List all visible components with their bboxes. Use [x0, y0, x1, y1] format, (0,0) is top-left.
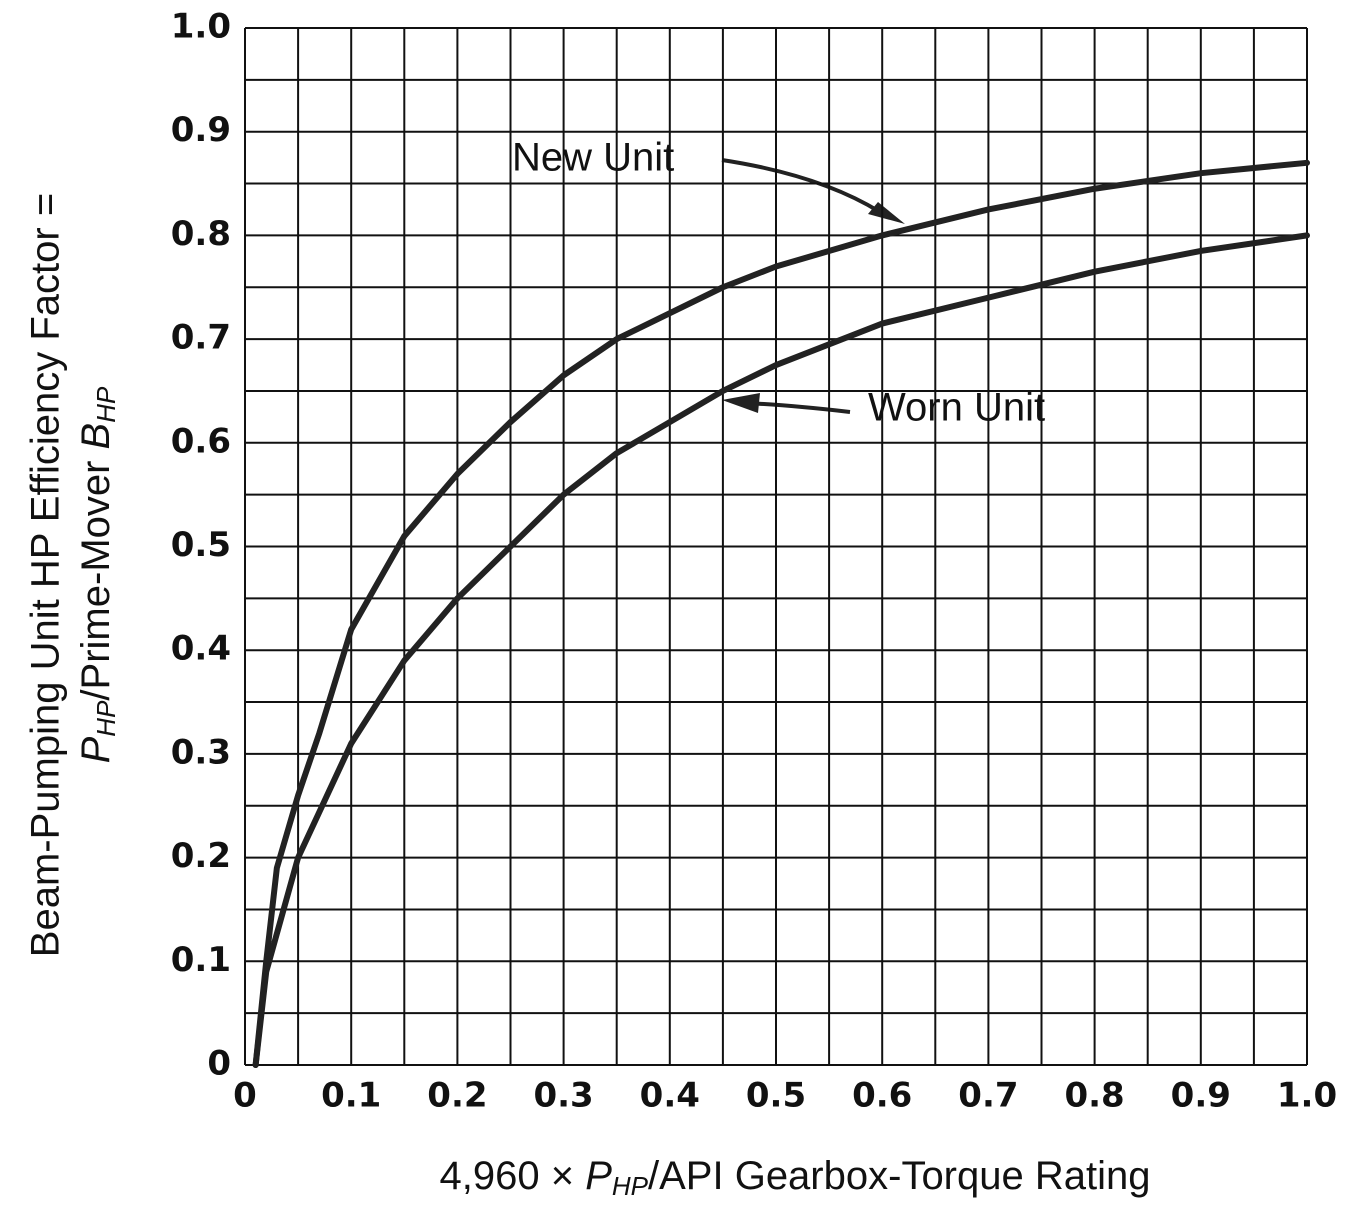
data-line — [252, 232, 1310, 1068]
y-tick-label: 0.8 — [171, 214, 231, 254]
y-label-line: PHP/Prime-Mover BHP — [74, 386, 121, 763]
x-label-part: HP — [612, 1171, 649, 1201]
x-tick-label: 0 — [233, 1076, 257, 1116]
y-axis-label: Beam-Pumping Unit HP Efficiency Factor =… — [24, 193, 121, 957]
x-tick-label: 0.3 — [533, 1076, 593, 1116]
annotation-arrow — [744, 401, 851, 414]
y-label-line: Beam-Pumping Unit HP Efficiency Factor = — [24, 193, 68, 957]
y-label-part: HP — [91, 386, 121, 423]
annotation: New Unit — [512, 136, 674, 180]
y-tick-label: 0.3 — [171, 732, 231, 772]
x-tick-label: 0.7 — [958, 1076, 1018, 1116]
arrow-head — [722, 393, 760, 413]
y-tick-label: 0.4 — [171, 629, 231, 669]
x-label-part: P — [585, 1154, 612, 1198]
x-tick-label: 0.6 — [852, 1076, 912, 1116]
y-tick-label: 0.6 — [171, 421, 231, 461]
y-tick-label: 0.7 — [171, 318, 231, 358]
x-tick-label: 0.1 — [321, 1076, 381, 1116]
x-tick-label: 0.8 — [1064, 1076, 1124, 1116]
data-line — [252, 159, 1310, 1068]
y-tick-label: 0.1 — [171, 940, 231, 980]
x-tick-label: 0.2 — [427, 1076, 487, 1116]
x-axis-label: 4,960 × PHP/API Gearbox-Torque Rating — [440, 1154, 1151, 1201]
arrow-head — [868, 202, 905, 224]
y-label-part: B — [74, 423, 118, 450]
y-label-part: HP — [91, 700, 121, 737]
x-tick-label: 0.4 — [640, 1076, 700, 1116]
x-tick-label: 1.0 — [1277, 1076, 1337, 1116]
y-label-part: P — [74, 736, 118, 763]
annotation: Worn Unit — [868, 386, 1045, 430]
annotation-arrow — [721, 158, 882, 214]
x-label-part: /API Gearbox-Torque Rating — [648, 1154, 1150, 1198]
y-tick-label: 0.9 — [171, 110, 231, 150]
x-label-part: 4,960 × — [440, 1154, 586, 1198]
x-tick-label: 0.9 — [1171, 1076, 1231, 1116]
y-tick-label: 0.5 — [171, 525, 231, 565]
y-tick-label: 0.2 — [171, 836, 231, 876]
y-tick-label: 0 — [207, 1044, 231, 1084]
y-label-part: /Prime-Mover — [74, 449, 118, 700]
y-tick-label: 1.0 — [171, 7, 231, 47]
x-tick-label: 0.5 — [746, 1076, 806, 1116]
